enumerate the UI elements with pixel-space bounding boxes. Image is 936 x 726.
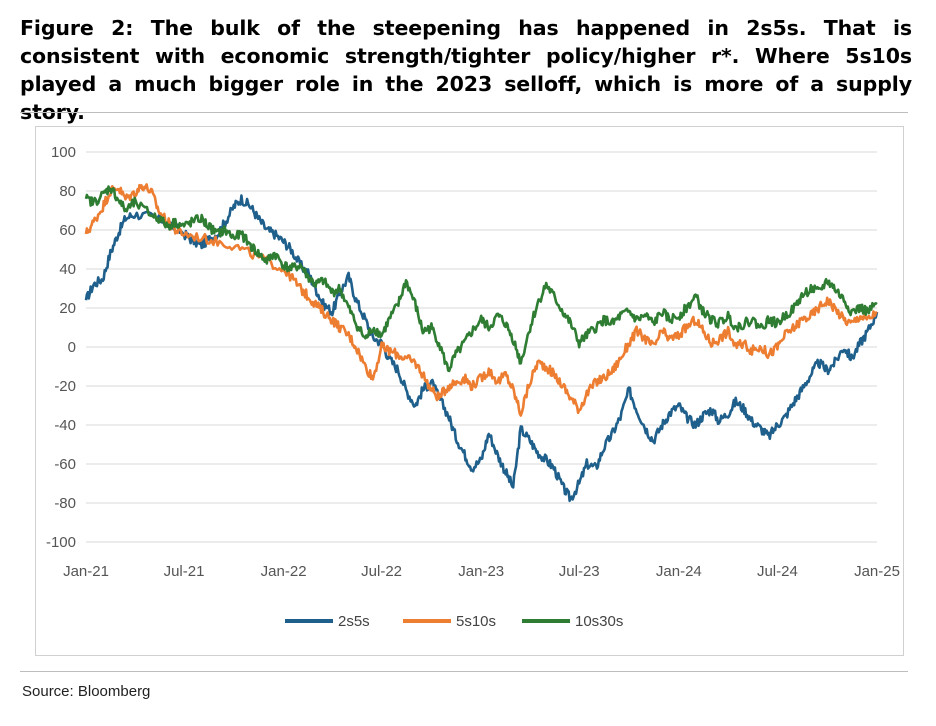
y-tick-label: 0: [68, 339, 76, 356]
legend-label-10s30s: 10s30s: [575, 613, 623, 630]
y-tick-label: 80: [59, 183, 76, 200]
y-tick-label: -40: [54, 417, 76, 434]
series-line-10s30s: [84, 185, 878, 373]
x-tick-label: Jul-23: [559, 563, 600, 580]
gridlines: [86, 151, 877, 543]
x-tick-label: Jul-21: [164, 563, 205, 580]
y-tick-label: 20: [59, 300, 76, 317]
series-lines: [84, 183, 879, 503]
x-tick-label: Jul-22: [361, 563, 402, 580]
y-tick-label: -60: [54, 456, 76, 473]
legend-label-2s5s: 2s5s: [338, 613, 370, 630]
y-tick-label: -100: [46, 534, 76, 551]
x-tick-label: Jan-23: [458, 563, 504, 580]
y-tick-label: 60: [59, 222, 76, 239]
y-tick-label: -20: [54, 378, 76, 395]
y-tick-label: -80: [54, 495, 76, 512]
source-note: Source: Bloomberg: [22, 683, 151, 700]
x-tick-label: Jul-24: [757, 563, 798, 580]
series-line-5s10s: [84, 183, 878, 417]
y-tick-label: 40: [59, 261, 76, 278]
x-tick-label: Jan-24: [656, 563, 702, 580]
x-tick-label: Jan-21: [63, 563, 109, 580]
x-tick-label: Jan-25: [854, 563, 900, 580]
line-chart: -100 -80 -60 -40 -20 0 20 40 60 80 100 Jan-21 Jul-2…: [46, 144, 900, 630]
y-tick-label: 100: [51, 144, 76, 161]
series-line-2s5s: [84, 194, 879, 503]
legend: 2s5s 5s10s 10s30s: [285, 613, 623, 630]
figure-title: Figure 2: The bulk of the steepening has…: [20, 16, 912, 124]
y-axis-ticks: -100 -80 -60 -40 -20 0 20 40 60 80 100: [46, 144, 76, 551]
x-tick-label: Jan-22: [261, 563, 307, 580]
x-axis-ticks: Jan-21 Jul-21 Jan-22 Jul-22 Jan-23 Jul-23 Jan-…: [63, 563, 900, 580]
chart-frame: [35, 126, 904, 656]
legend-label-5s10s: 5s10s: [456, 613, 496, 630]
top-divider: [20, 112, 908, 113]
bottom-divider: [20, 671, 908, 672]
